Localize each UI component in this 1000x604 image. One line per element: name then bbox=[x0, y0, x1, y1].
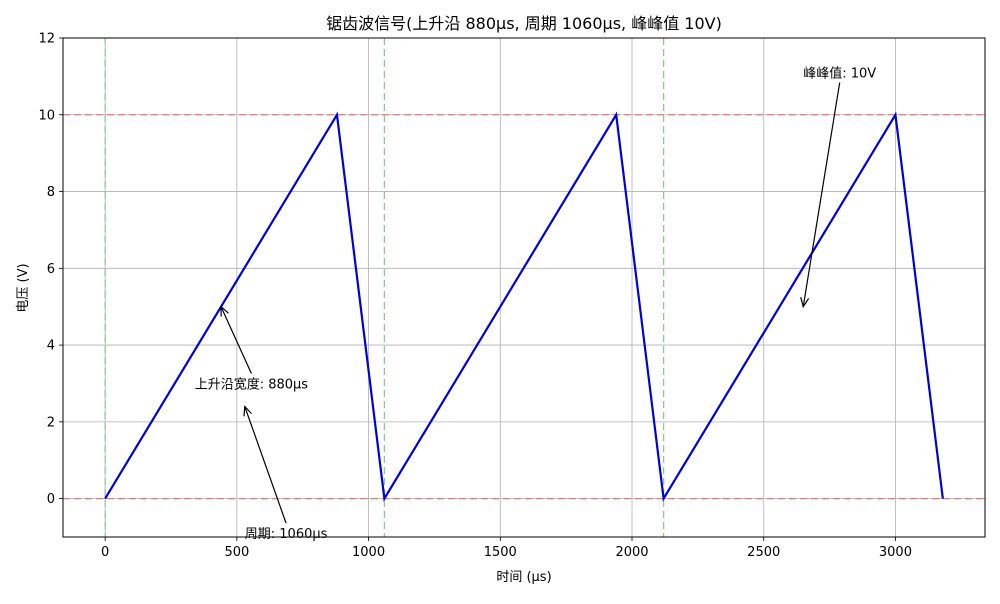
y-tick-label: 0 bbox=[47, 492, 55, 507]
annotations-layer: 上升沿宽度: 880μs 周期: 1060μs 峰峰值: 10V bbox=[195, 66, 877, 543]
y-tick-label: 8 bbox=[47, 185, 55, 200]
annotation-arrow-head bbox=[243, 405, 252, 417]
annotation-arrow-head bbox=[220, 305, 229, 317]
annotation-arrow-line bbox=[220, 306, 252, 374]
x-tick-label: 2500 bbox=[747, 545, 780, 560]
y-tick-label: 2 bbox=[47, 415, 55, 430]
series-layer bbox=[104, 111, 944, 502]
sawtooth-series-line bbox=[104, 111, 944, 502]
x-tick-label: 0 bbox=[101, 545, 109, 560]
y-tick-label: 4 bbox=[47, 339, 55, 354]
x-tick-label: 500 bbox=[224, 545, 249, 560]
x-tick-label: 2000 bbox=[615, 545, 648, 560]
annotation-text: 周期: 1060μs bbox=[245, 527, 328, 542]
chart-title: 锯齿波信号(上升沿 880μs, 周期 1060μs, 峰峰值 10V) bbox=[326, 14, 722, 33]
plot-frame bbox=[62, 37, 986, 538]
annotation-arrow-line bbox=[244, 406, 287, 524]
reference-lines-layer bbox=[63, 38, 985, 537]
annotation-arrow-line bbox=[802, 82, 841, 307]
y-tick-label: 6 bbox=[47, 262, 55, 277]
x-tick-label: 1500 bbox=[484, 545, 517, 560]
annotation-arrow-head bbox=[800, 297, 810, 309]
y-tick-label: 12 bbox=[38, 32, 55, 47]
y-tick-label: 10 bbox=[38, 108, 55, 123]
y-axis-label: 电压 (V) bbox=[16, 263, 31, 312]
annotation-text: 峰峰值: 10V bbox=[803, 66, 876, 82]
annotation-text: 上升沿宽度: 880μs bbox=[195, 376, 309, 392]
x-tick-label: 1000 bbox=[352, 545, 385, 560]
x-tick-label: 3000 bbox=[879, 545, 912, 560]
x-axis-label: 时间 (μs) bbox=[496, 570, 551, 585]
ticks-layer: 0 500 1000 1500 2000 2500 3000 0 2 4 6 8 10 12 bbox=[38, 32, 912, 561]
